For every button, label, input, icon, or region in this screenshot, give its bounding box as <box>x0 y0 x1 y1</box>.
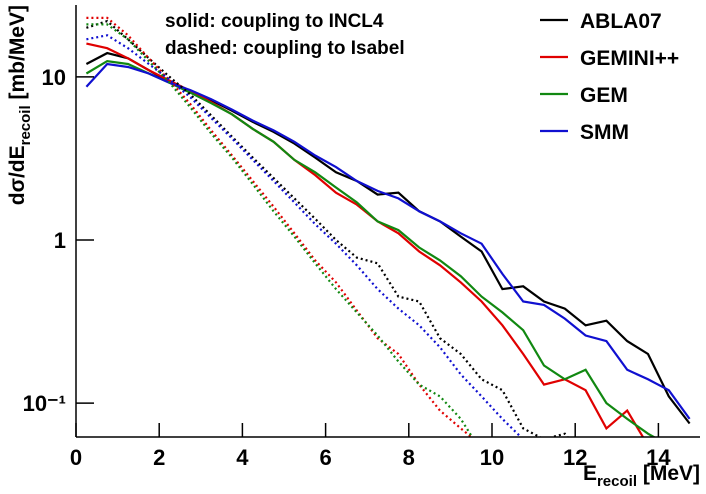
x-tick-label: 12 <box>563 445 587 470</box>
x-tick-label: 14 <box>646 445 671 470</box>
series-line <box>86 34 523 437</box>
series-line <box>85 51 691 425</box>
y-tick-label: 10 <box>42 65 66 90</box>
series-line <box>85 59 657 437</box>
series-line <box>86 23 474 437</box>
y-axis-label: dσ/dErecoil [mb/MeV] <box>6 5 34 205</box>
legend-label: ABLA07 <box>580 10 662 33</box>
annotation: solid: coupling to INCL4 <box>165 11 384 32</box>
series-line <box>86 19 569 437</box>
annotation: dashed: coupling to Isabel <box>165 38 405 59</box>
plot-area <box>85 16 691 437</box>
x-tick-label: 8 <box>403 445 415 470</box>
x-tick-label: 0 <box>70 445 82 470</box>
legend-label: GEMINI++ <box>580 47 679 70</box>
x-tick-label: 6 <box>319 445 331 470</box>
y-tick-label: 10⁻¹ <box>23 391 66 416</box>
x-axis-label: Erecoil [MeV] <box>583 462 700 490</box>
series-line <box>85 62 691 420</box>
series-line <box>86 16 473 437</box>
x-tick-label: 2 <box>153 445 165 470</box>
legend-label: SMM <box>580 121 629 144</box>
x-tick-label: 10 <box>480 445 504 470</box>
y-tick-label: 1 <box>54 228 66 253</box>
legend-label: GEM <box>580 84 628 107</box>
x-tick-label: 4 <box>236 445 249 470</box>
